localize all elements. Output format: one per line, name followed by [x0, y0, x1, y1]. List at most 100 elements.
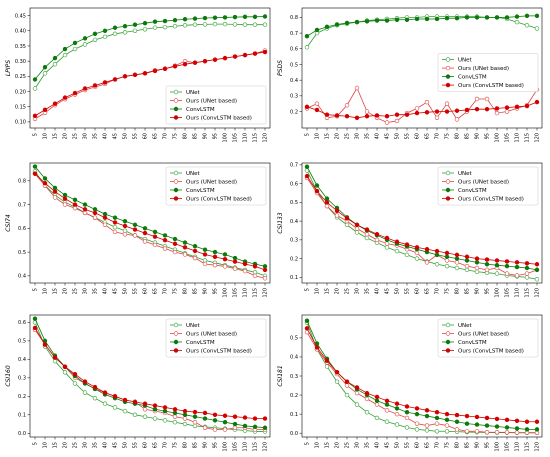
- data-point-ours_convlstm: [524, 103, 530, 109]
- y-tick-label: 0.15: [15, 105, 26, 111]
- data-point-ours_convlstm: [132, 72, 138, 78]
- data-point-ours_convlstm: [444, 250, 450, 256]
- data-point-convlstm: [464, 15, 470, 20]
- data-point-convlstm: [304, 164, 310, 169]
- data-point-unet: [122, 408, 128, 414]
- x-tick-label: 80: [183, 288, 189, 294]
- data-point-convlstm: [454, 15, 460, 21]
- data-point-unet: [112, 31, 118, 37]
- data-point-convlstm: [232, 255, 238, 261]
- data-point-ours_convlstm: [112, 220, 118, 225]
- legend-entry-convlstm: ConvLSTM: [458, 75, 487, 81]
- data-point-ours_convlstm: [92, 210, 98, 216]
- data-point-ours_convlstm: [524, 261, 530, 266]
- legend-entry-convlstm: ConvLSTM: [458, 188, 487, 194]
- data-point-ours_unet: [364, 232, 370, 237]
- data-point-unet: [82, 42, 88, 47]
- x-tick-label: 55: [133, 133, 139, 139]
- x-tick-label: 60: [143, 133, 149, 139]
- data-point-convlstm: [262, 264, 268, 269]
- data-point-ours_convlstm: [454, 108, 460, 113]
- data-point-ours_convlstm: [192, 409, 198, 415]
- data-point-unet: [232, 22, 238, 27]
- data-point-convlstm: [202, 247, 208, 252]
- plot-frame: [301, 7, 543, 129]
- x-tick-label: 100: [495, 133, 501, 143]
- x-tick-label: 5: [33, 442, 39, 445]
- x-tick-label: 80: [183, 133, 189, 139]
- data-point-convlstm: [92, 31, 98, 37]
- legend-swatch-marker: [173, 339, 179, 345]
- data-point-ours_convlstm: [62, 196, 68, 201]
- x-tick-label: 60: [415, 442, 421, 448]
- data-point-convlstm: [82, 202, 88, 207]
- data-point-ours_convlstm: [202, 252, 208, 257]
- chart-panel-2: 0.4 0.5 0.6 0.7 0.8 5 10 15 20 25 30 35 40 45 50 55 60 65…: [5, 162, 271, 298]
- data-point-convlstm: [504, 425, 510, 430]
- data-point-ours_unet: [232, 425, 238, 430]
- x-tick-label: 45: [385, 288, 391, 294]
- x-tick-label: 15: [53, 133, 59, 139]
- data-point-unet: [304, 45, 310, 50]
- data-point-ours_convlstm: [92, 83, 98, 88]
- data-point-ours_convlstm: [232, 259, 238, 264]
- legend-swatch-marker: [445, 339, 451, 345]
- data-point-ours_convlstm: [374, 113, 380, 118]
- data-point-ours_convlstm: [182, 62, 188, 67]
- data-point-ours_convlstm: [82, 207, 88, 212]
- x-tick-label: 90: [203, 442, 209, 448]
- y-axis-label: CSI133: [277, 212, 284, 234]
- data-point-convlstm: [62, 192, 68, 198]
- data-point-convlstm: [162, 18, 168, 24]
- series-line-ours_convlstm: [306, 101, 538, 119]
- y-axis-label: CSI160: [5, 365, 12, 387]
- plot-frame: [301, 162, 543, 284]
- data-point-ours_convlstm: [252, 264, 258, 269]
- x-tick-label: 65: [153, 133, 159, 139]
- x-tick-label: 20: [335, 288, 341, 294]
- x-tick-label: 100: [223, 288, 229, 298]
- data-point-convlstm: [524, 13, 530, 19]
- data-point-unet: [32, 86, 38, 91]
- data-point-ours_convlstm: [424, 408, 430, 413]
- legend-swatch-marker: [173, 98, 179, 103]
- y-tick-label: 0.4: [18, 274, 26, 280]
- series-line-ours_unet: [306, 87, 538, 123]
- data-point-ours_convlstm: [32, 113, 38, 119]
- y-tick-label: 0.5: [290, 62, 298, 68]
- legend-box: [165, 85, 267, 125]
- data-point-convlstm: [152, 407, 158, 412]
- x-tick-label: 55: [405, 288, 411, 294]
- data-point-unet: [404, 252, 410, 258]
- data-point-convlstm: [534, 267, 540, 273]
- data-point-ours_unet: [394, 411, 400, 417]
- data-point-convlstm: [242, 423, 248, 429]
- x-tick-label: 15: [325, 288, 331, 294]
- data-point-ours_convlstm: [162, 238, 168, 243]
- x-tick-label: 105: [233, 133, 239, 143]
- x-tick-label: 110: [243, 133, 249, 143]
- data-point-ours_convlstm: [152, 234, 158, 239]
- data-point-ours_unet: [354, 226, 360, 231]
- legend-box: [165, 166, 267, 206]
- legend-swatch-marker: [173, 348, 179, 353]
- data-point-ours_unet: [424, 99, 430, 105]
- data-point-convlstm: [72, 197, 78, 203]
- data-point-convlstm: [262, 425, 268, 430]
- data-point-unet: [534, 26, 540, 31]
- data-point-unet: [354, 230, 360, 235]
- y-tick-label: 0.2: [290, 256, 298, 262]
- legend-entry-unet: UNet: [458, 58, 473, 64]
- data-point-ours_convlstm: [364, 390, 370, 396]
- data-point-convlstm: [434, 252, 440, 258]
- data-point-ours_unet: [424, 260, 430, 265]
- y-tick-label: 0.2: [18, 394, 26, 400]
- data-point-unet: [152, 416, 158, 421]
- data-point-unet: [132, 412, 138, 418]
- y-axis-label: LPIPS: [5, 60, 12, 76]
- data-point-ours_convlstm: [484, 415, 490, 421]
- legend: UNet Ours (UNet based) ConvLSTM Ours (ConvL…: [437, 318, 539, 358]
- x-tick-label: 45: [113, 442, 119, 448]
- data-point-unet: [112, 224, 118, 230]
